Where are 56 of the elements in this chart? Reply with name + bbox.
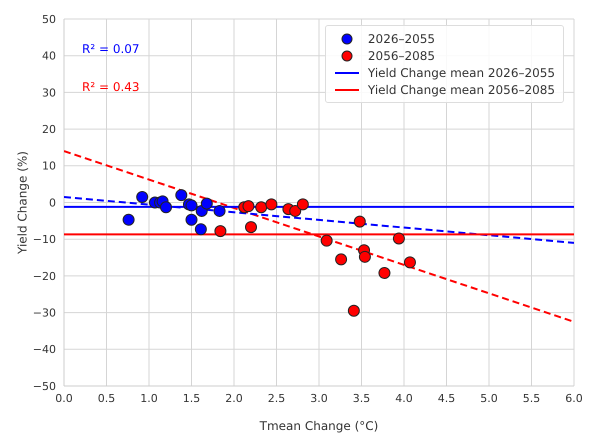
legend-label: Yield Change mean 2056–2085 xyxy=(368,82,555,96)
point xyxy=(175,189,188,202)
y-tick-label: −20 xyxy=(32,270,56,283)
legend-label: Yield Change mean 2026–2055 xyxy=(368,66,555,80)
point xyxy=(296,198,309,210)
point xyxy=(242,200,254,212)
x-tick-label: 4.5 xyxy=(438,392,456,405)
point xyxy=(200,198,213,210)
annotation: R² = 0.07 xyxy=(82,42,140,56)
x-tick-label: 1.5 xyxy=(182,392,200,405)
x-tick-label: 3.0 xyxy=(310,392,328,405)
y-tick-label: −40 xyxy=(32,343,56,356)
x-tick-label: 0.5 xyxy=(98,392,116,405)
x-tick-label: 1.0 xyxy=(140,392,158,405)
point xyxy=(404,256,416,268)
y-axis-title: Yield Change (%) xyxy=(15,151,30,255)
x-tick-label: 3.5 xyxy=(352,392,370,405)
y-tick-label: −30 xyxy=(32,306,56,320)
point xyxy=(186,214,198,226)
y-tick-label: 30 xyxy=(42,86,56,100)
point xyxy=(289,204,302,217)
point xyxy=(255,201,268,214)
point xyxy=(194,223,207,236)
point xyxy=(335,253,348,266)
y-tick-label: 10 xyxy=(42,160,56,173)
point xyxy=(392,232,405,244)
point xyxy=(136,190,148,203)
point xyxy=(214,225,226,238)
x-tick-label: 2.0 xyxy=(225,392,243,405)
annotation: R² = 0.43 xyxy=(82,80,140,94)
point xyxy=(354,216,366,228)
legend-label: 2026–2055 xyxy=(368,32,435,46)
point xyxy=(320,234,333,247)
x-tick-label: 6.0 xyxy=(565,392,583,405)
x-tick-label: 4.0 xyxy=(395,392,413,405)
x-axis-title: Tmean Change (°C) xyxy=(258,419,378,433)
x-tick-label: 0.0 xyxy=(55,392,73,405)
point xyxy=(348,304,360,317)
point xyxy=(358,250,371,263)
legend-label: 2056–2085 xyxy=(368,48,435,62)
y-tick-label: 50 xyxy=(42,12,56,26)
y-tick-label: 40 xyxy=(42,50,56,63)
point xyxy=(186,199,198,212)
y-tick-label: −10 xyxy=(32,233,56,246)
x-tick-label: 2.5 xyxy=(268,392,286,405)
point xyxy=(160,201,172,214)
point xyxy=(245,221,257,234)
point xyxy=(378,266,390,279)
y-tick-label: 0 xyxy=(49,196,56,210)
x-tick-label: 5.0 xyxy=(480,392,498,405)
point xyxy=(214,204,226,217)
x-tick-label: 5.5 xyxy=(522,392,540,405)
point xyxy=(265,198,278,210)
y-tick-label: 20 xyxy=(42,123,56,136)
point xyxy=(122,214,135,226)
y-tick-label: −50 xyxy=(32,380,56,393)
